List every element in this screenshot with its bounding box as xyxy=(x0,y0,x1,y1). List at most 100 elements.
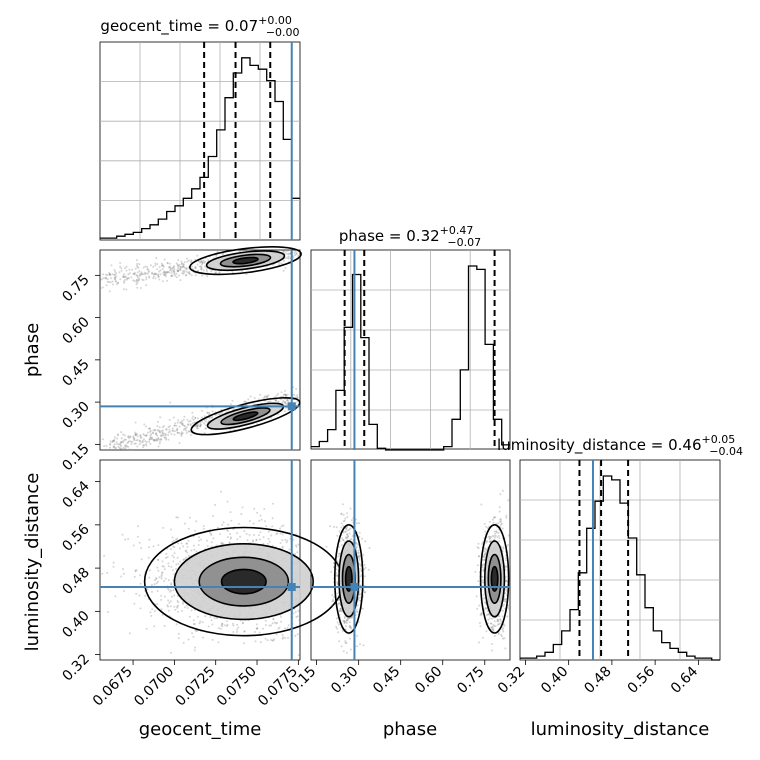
sample-point xyxy=(173,605,176,608)
sample-point xyxy=(115,280,118,283)
sample-point xyxy=(122,568,124,570)
sample-point xyxy=(215,254,218,257)
sample-point xyxy=(193,623,196,626)
y-tick-label: 0.40 xyxy=(59,608,92,641)
sample-point xyxy=(329,525,332,528)
sample-point xyxy=(159,416,162,419)
sample-point xyxy=(216,617,219,620)
sample-point xyxy=(136,264,138,267)
sample-point xyxy=(362,553,365,556)
sample-point xyxy=(187,527,190,530)
y-tick-label: 0.60 xyxy=(59,314,92,347)
sample-point xyxy=(205,268,208,271)
sample-point xyxy=(134,434,137,437)
sample-point xyxy=(177,269,180,272)
sample-point xyxy=(190,274,193,277)
sample-point xyxy=(181,272,184,275)
sample-point xyxy=(197,423,200,426)
sample-point xyxy=(148,269,150,272)
sample-point xyxy=(169,605,172,608)
y-tick-label: 0.64 xyxy=(59,478,92,511)
sample-point xyxy=(286,399,289,402)
sample-point xyxy=(170,275,173,278)
x-tick-label: 0.0750 xyxy=(214,663,260,709)
sample-point xyxy=(492,521,495,524)
hist-luminosity-distance-panel: luminosity_distance = 0.46+0.05 −0.04 xyxy=(497,433,743,661)
sample-point xyxy=(201,263,203,266)
sample-point xyxy=(243,642,245,645)
sample-point xyxy=(144,265,147,268)
sample-point xyxy=(157,429,160,432)
sample-point xyxy=(282,400,285,402)
sample-point xyxy=(226,536,229,539)
sample-point xyxy=(277,400,280,403)
sample-point xyxy=(136,276,139,279)
sample-point xyxy=(336,534,339,537)
sample-point xyxy=(145,276,148,279)
truth-marker xyxy=(350,583,359,592)
sample-point xyxy=(122,275,125,278)
sample-point xyxy=(273,621,276,624)
sample-point xyxy=(284,251,287,253)
sample-point xyxy=(112,445,115,448)
sample-point xyxy=(170,583,173,586)
sample-point xyxy=(139,582,142,585)
sample-point xyxy=(207,625,210,628)
sample-point xyxy=(104,276,107,279)
sample-point xyxy=(165,428,168,431)
sample-point xyxy=(480,503,483,506)
sample-point xyxy=(168,609,170,612)
sample-point xyxy=(179,560,182,563)
sample-point xyxy=(118,447,121,449)
sample-point xyxy=(203,422,206,425)
sample-point xyxy=(196,427,199,430)
sample-point xyxy=(135,274,138,277)
sample-point xyxy=(101,286,104,289)
sample-point xyxy=(277,627,280,630)
sample-point xyxy=(110,264,113,267)
sample-point xyxy=(286,398,289,401)
sample-point xyxy=(194,417,197,420)
sample-point xyxy=(252,522,255,525)
sample-point xyxy=(176,431,179,434)
sample-point xyxy=(294,254,296,257)
sample-point xyxy=(150,436,153,439)
sample-point xyxy=(114,447,117,450)
sample-point xyxy=(159,438,162,440)
sample-point xyxy=(173,546,176,548)
sample-point xyxy=(151,438,154,441)
sample-point xyxy=(160,608,163,611)
sample-point xyxy=(191,422,194,425)
sample-point xyxy=(196,263,199,266)
sample-point xyxy=(125,445,128,448)
sample-point xyxy=(165,552,168,555)
sample-point xyxy=(212,537,215,540)
sample-point xyxy=(159,269,162,272)
sample-point xyxy=(278,626,281,629)
sample-point xyxy=(155,438,158,441)
sample-point xyxy=(476,546,479,549)
sample-point xyxy=(166,271,169,274)
sample-point xyxy=(155,257,158,260)
sample-point xyxy=(190,260,193,263)
sample-point xyxy=(175,568,177,570)
sample-point xyxy=(187,423,189,426)
sample-point xyxy=(142,446,144,449)
density-contour xyxy=(220,568,267,595)
sample-point xyxy=(199,423,202,426)
sample-point xyxy=(333,525,335,528)
sample-point xyxy=(136,279,139,282)
sample-point xyxy=(178,263,181,266)
sample-point xyxy=(208,416,211,419)
sample-point xyxy=(137,279,140,282)
sample-point xyxy=(123,267,126,270)
sample-point xyxy=(128,272,131,275)
sample-point xyxy=(159,431,162,434)
sample-point xyxy=(169,265,171,268)
sample-point xyxy=(131,448,133,451)
sample-point xyxy=(138,594,141,597)
sample-point xyxy=(295,388,298,390)
sample-point xyxy=(157,569,160,572)
sample-point xyxy=(280,525,283,528)
sample-point xyxy=(363,591,366,594)
